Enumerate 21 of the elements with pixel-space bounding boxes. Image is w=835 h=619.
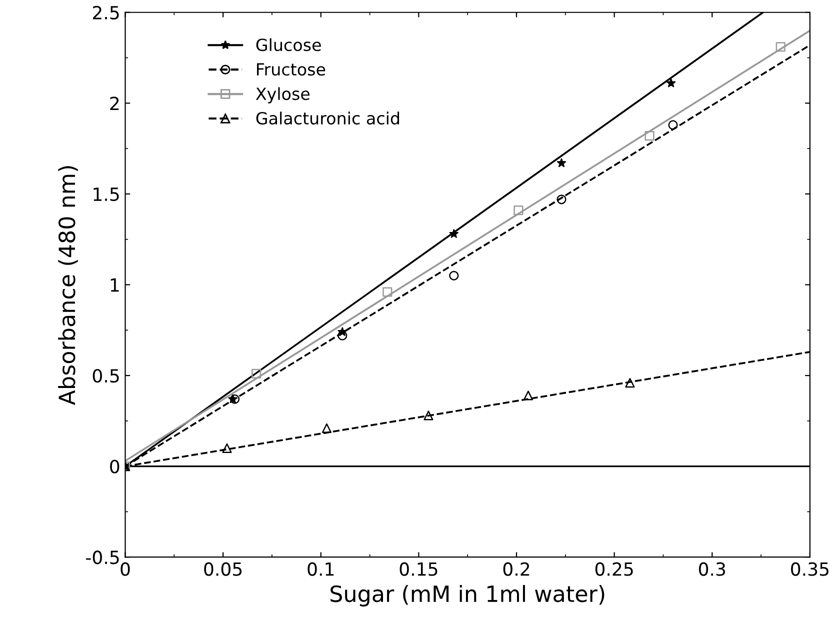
x-tick-label: 0.25 bbox=[595, 562, 633, 576]
y-tick-label: 1 bbox=[110, 278, 119, 292]
legend-label: Galacturonic acid bbox=[256, 112, 400, 125]
x-tick-label: 0 bbox=[120, 562, 130, 576]
x-tick-label: 0.2 bbox=[503, 562, 530, 576]
x-tick-label: 0.35 bbox=[791, 562, 828, 576]
x-axis-title: Sugar (mM in 1ml water) bbox=[330, 584, 604, 606]
y-tick-label: 1.5 bbox=[94, 188, 119, 202]
legend-label: Xylose bbox=[256, 87, 310, 104]
y-axis-title: Absorbance (480 nm) bbox=[58, 166, 78, 406]
y-tick-label: 0 bbox=[110, 460, 120, 474]
x-tick-label: 0.3 bbox=[698, 562, 726, 576]
x-tick-label: 0.15 bbox=[400, 562, 438, 576]
y-tick-label: 2 bbox=[110, 96, 119, 110]
y-tick-label: 2.5 bbox=[93, 6, 119, 20]
legend-label: Fructose bbox=[257, 63, 326, 76]
legend-label: Glucose bbox=[256, 38, 321, 52]
y-tick-label: -0.5 bbox=[86, 550, 119, 564]
x-tick-label: 0.05 bbox=[204, 562, 242, 576]
y-tick-label: 0.5 bbox=[92, 368, 119, 383]
x-tick-label: 0.1 bbox=[308, 562, 334, 576]
